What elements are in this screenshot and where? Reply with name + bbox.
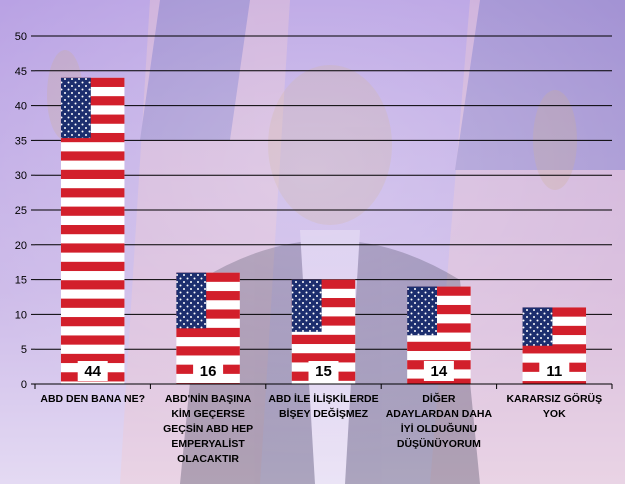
x-tick-label-line: YOK — [543, 408, 566, 420]
x-tick-label-line: KİM GEÇERSE — [171, 407, 245, 420]
bar-stripe — [407, 378, 471, 384]
data-label: 44 — [84, 363, 101, 380]
x-tick-label-line: ABD DEN BANA NE? — [40, 393, 145, 405]
bar-stripe — [176, 346, 240, 356]
data-label-box — [77, 361, 108, 381]
y-tick-label: 5 — [21, 344, 27, 356]
bar-stripe — [407, 323, 471, 333]
data-label-box — [308, 361, 339, 381]
bar-stripe — [60, 298, 125, 308]
bar: 14 — [407, 286, 471, 384]
y-tick-label: 15 — [15, 275, 27, 287]
bar-stripe — [60, 353, 125, 364]
x-tick-label-line: BİŞEY DEĞİŞMEZ — [279, 407, 369, 420]
bar-stars — [60, 77, 91, 139]
y-tick-label: 40 — [15, 101, 27, 113]
x-tick-label: DİĞER ADAYLARDAN DAHA İYİ OLDUĞUNU DÜŞÜNÜYO… — [386, 392, 493, 450]
x-tick-label-line: ABD'NİN BAŞINA — [165, 392, 252, 405]
x-tick-label-line: DİĞER — [422, 392, 456, 405]
bar-stripe — [60, 335, 125, 345]
bar-stars — [522, 307, 553, 346]
data-label: 16 — [200, 363, 217, 380]
y-tick-label: 30 — [15, 170, 27, 182]
x-tick-label-line: OLACAKTIR — [177, 453, 239, 465]
data-label: 15 — [315, 363, 332, 380]
bar-stripe — [60, 243, 125, 253]
bar-stars — [291, 279, 322, 332]
bar-stripe — [60, 188, 125, 198]
bar-stripe — [60, 77, 125, 87]
x-tick-label: ABD İLE İLİŞKİLERDE BİŞEY DEĞİŞMEZ — [268, 392, 378, 420]
bar-stripe — [291, 279, 356, 289]
y-tick-label: 25 — [15, 205, 27, 217]
bar-stripe — [291, 298, 356, 308]
bar-stripe — [407, 341, 471, 351]
bar-stripe — [60, 151, 125, 161]
x-tick-label-line: EMPERYALİST — [171, 437, 245, 450]
x-tick-label-line: GEÇSİN ABD HEP — [163, 422, 253, 435]
x-tick-label-line: DÜŞÜNÜYORUM — [397, 437, 481, 450]
y-tick-label: 20 — [15, 240, 27, 252]
data-label-box — [539, 361, 570, 381]
bar-stripe — [522, 307, 587, 317]
x-tick-label: ABD DEN BANA NE? — [40, 393, 145, 405]
bar-stars — [407, 286, 437, 336]
bar-stripe — [407, 286, 471, 296]
data-label-box — [193, 361, 224, 381]
data-label: 11 — [546, 363, 562, 380]
data-label: 14 — [431, 363, 448, 380]
x-tick-label-line: ADAYLARDAN DAHA — [386, 408, 493, 420]
bar-stripe — [176, 327, 240, 338]
x-tick-label: KARARSIZ GÖRÜŞ YOK — [506, 392, 602, 420]
bar-stripe — [60, 206, 125, 216]
y-tick-label: 0 — [21, 379, 27, 391]
bars: 44 16 15 14 11 — [60, 77, 587, 384]
y-tick-label: 35 — [15, 135, 27, 147]
bar: 11 — [522, 307, 587, 384]
x-axis-category-labels: ABD DEN BANA NE? ABD'NİN BAŞINA KİM GEÇERS… — [34, 384, 613, 465]
bar-stripe — [60, 261, 125, 272]
bar-stripe — [60, 96, 125, 106]
y-tick-label: 50 — [15, 31, 27, 43]
bar-stripe — [176, 309, 240, 319]
bar: 16 — [176, 272, 240, 384]
y-axis-tick-labels: 0 5 10 15 20 25 30 35 40 45 50 — [15, 31, 35, 391]
bar-stripe — [522, 381, 587, 384]
bar-stripe — [60, 169, 125, 179]
bar-stripe — [176, 291, 240, 301]
bar-stripe — [176, 272, 240, 282]
bar-stars — [176, 272, 207, 329]
bar: 15 — [291, 279, 356, 384]
bar-stripe — [522, 344, 587, 354]
bar-stripe — [60, 225, 125, 235]
bar-stripe — [522, 325, 587, 336]
bar-stripe — [407, 304, 471, 315]
bar-stripe — [60, 280, 125, 290]
y-tick-label: 10 — [15, 309, 27, 321]
bar-stripe — [291, 334, 356, 345]
bar-stripe — [60, 317, 125, 327]
bar: 44 — [60, 77, 125, 384]
bar-stripe — [291, 316, 356, 326]
x-tick-label-line: İYİ OLDUĞUNU — [401, 422, 477, 435]
data-label-box — [423, 361, 454, 381]
x-tick-label: ABD'NİN BAŞINA KİM GEÇERSE GEÇSİN ABD HEP E… — [163, 392, 253, 465]
x-tick-label-line: ABD İLE İLİŞKİLERDE — [268, 392, 378, 405]
bar-stripe — [291, 353, 356, 363]
bar-stripe — [60, 114, 125, 124]
bar-stripe — [60, 132, 125, 143]
x-tick-label-line: KARARSIZ GÖRÜŞ — [506, 392, 602, 405]
y-tick-label: 45 — [15, 66, 27, 78]
